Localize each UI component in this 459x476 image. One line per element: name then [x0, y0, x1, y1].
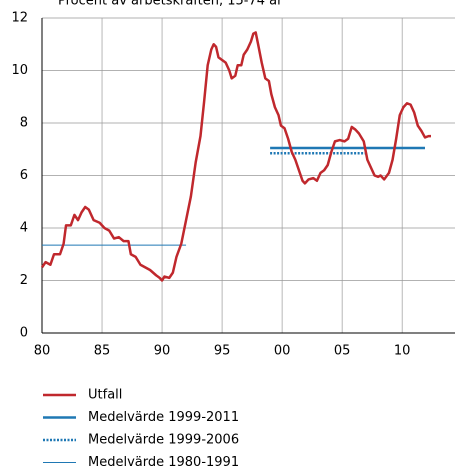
y-tick-label: 10 [11, 63, 28, 78]
y-tick-label: 4 [20, 221, 28, 236]
y-tick-label: 2 [20, 273, 28, 288]
x-tick-label: 80 [34, 344, 51, 359]
legend-label: Medelvärde 1980-1991 [88, 455, 239, 470]
series-line [40, 31, 431, 282]
chart-title: Procent av arbetskraften, 15-74 år [58, 0, 283, 9]
legend-label: Utfall [88, 388, 122, 403]
legend-label: Medelvärde 1999-2011 [88, 410, 239, 425]
x-tick-label: 95 [214, 344, 231, 359]
x-tick-label: 00 [274, 344, 291, 359]
x-tick-label: 85 [94, 344, 111, 359]
x-tick-label: 05 [334, 344, 351, 359]
x-tick-label: 90 [154, 344, 171, 359]
legend-label: Medelvärde 1999-2006 [88, 433, 239, 448]
y-tick-label: 12 [11, 11, 28, 26]
y-tick-label: 0 [20, 326, 28, 341]
y-tick-label: 6 [20, 168, 28, 183]
y-tick-label: 8 [20, 116, 28, 131]
x-tick-label: 10 [394, 344, 411, 359]
